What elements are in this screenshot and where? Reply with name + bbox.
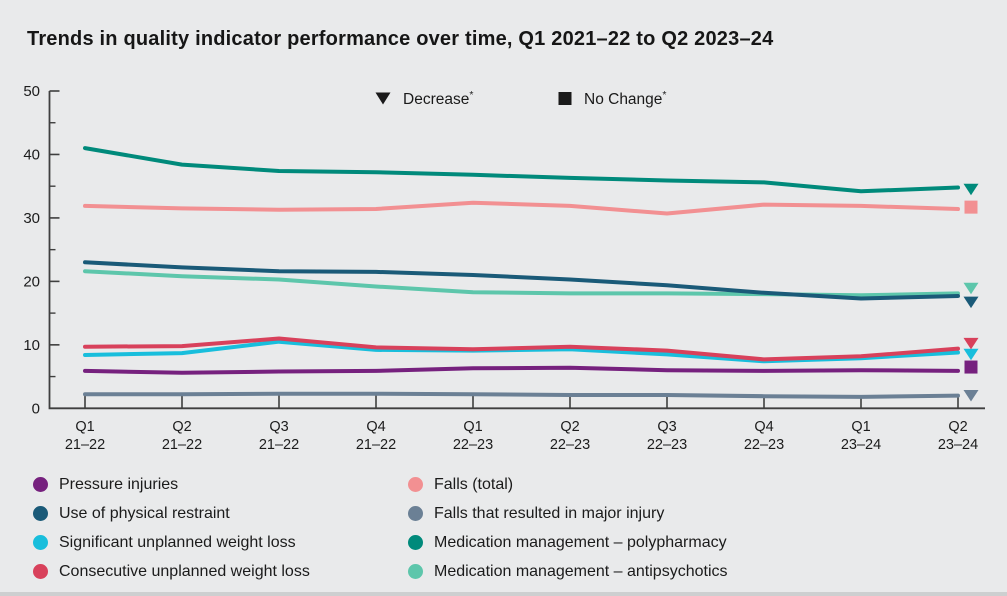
x-tick-label-quarter: Q2 bbox=[560, 419, 579, 435]
x-tick-label-years: 23–24 bbox=[938, 437, 978, 453]
x-tick-label-quarter: Q2 bbox=[172, 419, 191, 435]
x-tick-label-years: 21–22 bbox=[259, 437, 299, 453]
legend-item: Consecutive unplanned weight loss bbox=[33, 561, 408, 582]
x-tick-label-years: 21–22 bbox=[162, 437, 202, 453]
legend-item-label: Falls that resulted in major injury bbox=[434, 504, 665, 522]
legend-item: Use of physical restraint bbox=[33, 503, 408, 524]
x-tick-label-years: 21–22 bbox=[356, 437, 396, 453]
legend-swatch-icon bbox=[33, 477, 48, 492]
decrease-marker-icon-medication-management-polypharmacy bbox=[963, 183, 979, 196]
annotation-label: Decrease* bbox=[403, 89, 473, 108]
y-tick-label: 0 bbox=[32, 400, 40, 417]
x-tick-label-years: 23–24 bbox=[841, 437, 881, 453]
legend-item-label: Medication management – antipsychotics bbox=[434, 562, 728, 580]
legend-swatch-icon bbox=[33, 506, 48, 521]
x-tick-label-years: 22–23 bbox=[550, 437, 590, 453]
line-chart: 0 10 20 30 40 50 Q1 21–22 Q2 21–22 Q3 21–22 Q4 21–22 Q… bbox=[23, 83, 985, 453]
x-tick-label-years: 22–23 bbox=[647, 437, 687, 453]
annotation-label: No Change* bbox=[584, 89, 667, 108]
legend-swatch-icon bbox=[408, 477, 423, 492]
legend-item: Falls (total) bbox=[408, 474, 728, 495]
decrease-marker-icon-significant-unplanned-weight-loss bbox=[963, 348, 979, 361]
legend-swatch-icon bbox=[33, 564, 48, 579]
legend-item: Significant unplanned weight loss bbox=[33, 532, 408, 553]
legend-item: Falls that resulted in major injury bbox=[408, 503, 728, 524]
y-tick-label: 50 bbox=[23, 83, 40, 100]
legend-item-label: Falls (total) bbox=[434, 475, 514, 493]
series-line-pressure-injuries bbox=[83, 365, 960, 375]
bottom-edge-divider bbox=[0, 592, 1007, 596]
x-tick-label-quarter: Q3 bbox=[657, 419, 676, 435]
decrease-marker-icon-medication-management-antipsychotics bbox=[963, 282, 979, 295]
legend-item-label: Consecutive unplanned weight loss bbox=[59, 562, 310, 580]
x-tick-label-quarter: Q1 bbox=[851, 419, 870, 435]
x-tick-label-years: 22–23 bbox=[744, 437, 784, 453]
legend-swatch-icon bbox=[408, 535, 423, 550]
y-tick-label: 20 bbox=[23, 273, 40, 290]
legend-swatch-icon bbox=[408, 506, 423, 521]
series-line-consecutive-unplanned-weight-loss bbox=[83, 336, 960, 362]
y-tick-label: 40 bbox=[23, 146, 40, 163]
legend-column-right: Falls (total) Falls that resulted in majo… bbox=[408, 474, 728, 590]
decrease-marker-icon-use-of-physical-restraint bbox=[963, 296, 979, 309]
x-tick-label-quarter: Q1 bbox=[75, 419, 94, 435]
legend-swatch-icon bbox=[33, 535, 48, 550]
no-change-marker-icon-pressure-injuries bbox=[964, 360, 978, 374]
series-line-medication-management-antipsychotics bbox=[83, 269, 960, 298]
decrease-marker-icon-consecutive-unplanned-weight-loss bbox=[963, 337, 979, 350]
page-title: Trends in quality indicator performance … bbox=[27, 28, 774, 50]
series-line-medication-management-polypharmacy bbox=[83, 146, 960, 194]
legend-item: Medication management – polypharmacy bbox=[408, 532, 728, 553]
x-tick-label-quarter: Q4 bbox=[754, 419, 773, 435]
x-tick-label-quarter: Q3 bbox=[269, 419, 288, 435]
no-change-marker-icon-falls-total bbox=[964, 200, 978, 214]
decrease-marker-icon-falls-that-resulted-in-major-injury bbox=[963, 389, 979, 402]
legend-item-label: Medication management – polypharmacy bbox=[434, 533, 727, 551]
legend-item-label: Significant unplanned weight loss bbox=[59, 533, 296, 551]
legend-item-label: Use of physical restraint bbox=[59, 504, 230, 522]
x-tick-label-years: 22–23 bbox=[453, 437, 493, 453]
series-line-falls-that-resulted-in-major-injury bbox=[83, 391, 960, 399]
y-tick-label: 10 bbox=[23, 337, 40, 354]
decrease-legend-triangle-icon bbox=[375, 92, 391, 105]
chart-legend: Pressure injuries Use of physical restrai… bbox=[33, 474, 993, 590]
x-tick-label-quarter: Q1 bbox=[463, 419, 482, 435]
legend-item-label: Pressure injuries bbox=[59, 475, 179, 493]
axis-lines bbox=[48, 91, 985, 410]
series-line-falls-total bbox=[83, 200, 960, 216]
no-change-legend-square-icon bbox=[558, 92, 572, 105]
series-line-use-of-physical-restraint bbox=[83, 260, 960, 301]
legend-item: Pressure injuries bbox=[33, 474, 408, 495]
y-tick-label: 30 bbox=[23, 210, 40, 227]
legend-column-left: Pressure injuries Use of physical restrai… bbox=[33, 474, 408, 590]
x-tick-label-quarter: Q4 bbox=[366, 419, 385, 435]
legend-item: Medication management – antipsychotics bbox=[408, 561, 728, 582]
legend-swatch-icon bbox=[408, 564, 423, 579]
x-tick-label-quarter: Q2 bbox=[948, 419, 967, 435]
x-tick-label-years: 21–22 bbox=[65, 437, 105, 453]
